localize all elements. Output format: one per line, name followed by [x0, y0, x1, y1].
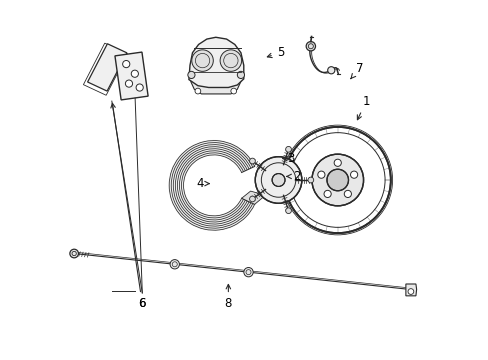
Circle shape [249, 158, 255, 164]
Circle shape [307, 177, 313, 183]
Text: 8: 8 [224, 284, 232, 310]
Text: 2: 2 [286, 170, 300, 183]
Text: 6: 6 [111, 103, 146, 310]
Circle shape [305, 41, 315, 51]
Circle shape [327, 67, 334, 74]
Circle shape [344, 190, 351, 198]
Circle shape [220, 50, 241, 71]
Circle shape [237, 71, 244, 78]
Text: 3: 3 [282, 152, 293, 165]
Circle shape [255, 157, 301, 203]
Circle shape [333, 159, 341, 166]
Polygon shape [188, 37, 244, 87]
Polygon shape [190, 81, 241, 94]
Circle shape [249, 196, 255, 202]
Text: 4: 4 [196, 177, 209, 190]
Circle shape [285, 147, 291, 152]
Polygon shape [87, 44, 127, 91]
Text: 1: 1 [357, 95, 369, 120]
Circle shape [187, 71, 195, 78]
Circle shape [191, 50, 213, 71]
Polygon shape [405, 284, 416, 296]
Circle shape [131, 70, 138, 77]
Circle shape [324, 190, 330, 198]
Circle shape [125, 80, 132, 87]
Circle shape [284, 127, 390, 233]
Text: 7: 7 [350, 62, 362, 79]
Circle shape [326, 169, 348, 191]
Text: 5: 5 [267, 46, 284, 59]
Circle shape [195, 88, 201, 94]
Circle shape [317, 171, 325, 178]
Polygon shape [169, 140, 254, 230]
Text: 6: 6 [138, 297, 146, 310]
Circle shape [350, 171, 357, 178]
Circle shape [271, 174, 285, 186]
Circle shape [230, 88, 236, 94]
Circle shape [136, 84, 143, 91]
Polygon shape [115, 52, 148, 100]
Circle shape [170, 260, 179, 269]
Circle shape [407, 289, 413, 294]
Circle shape [244, 267, 253, 277]
Polygon shape [241, 191, 265, 204]
Circle shape [311, 154, 363, 206]
Circle shape [285, 208, 291, 213]
Circle shape [70, 249, 78, 258]
Circle shape [122, 60, 129, 68]
